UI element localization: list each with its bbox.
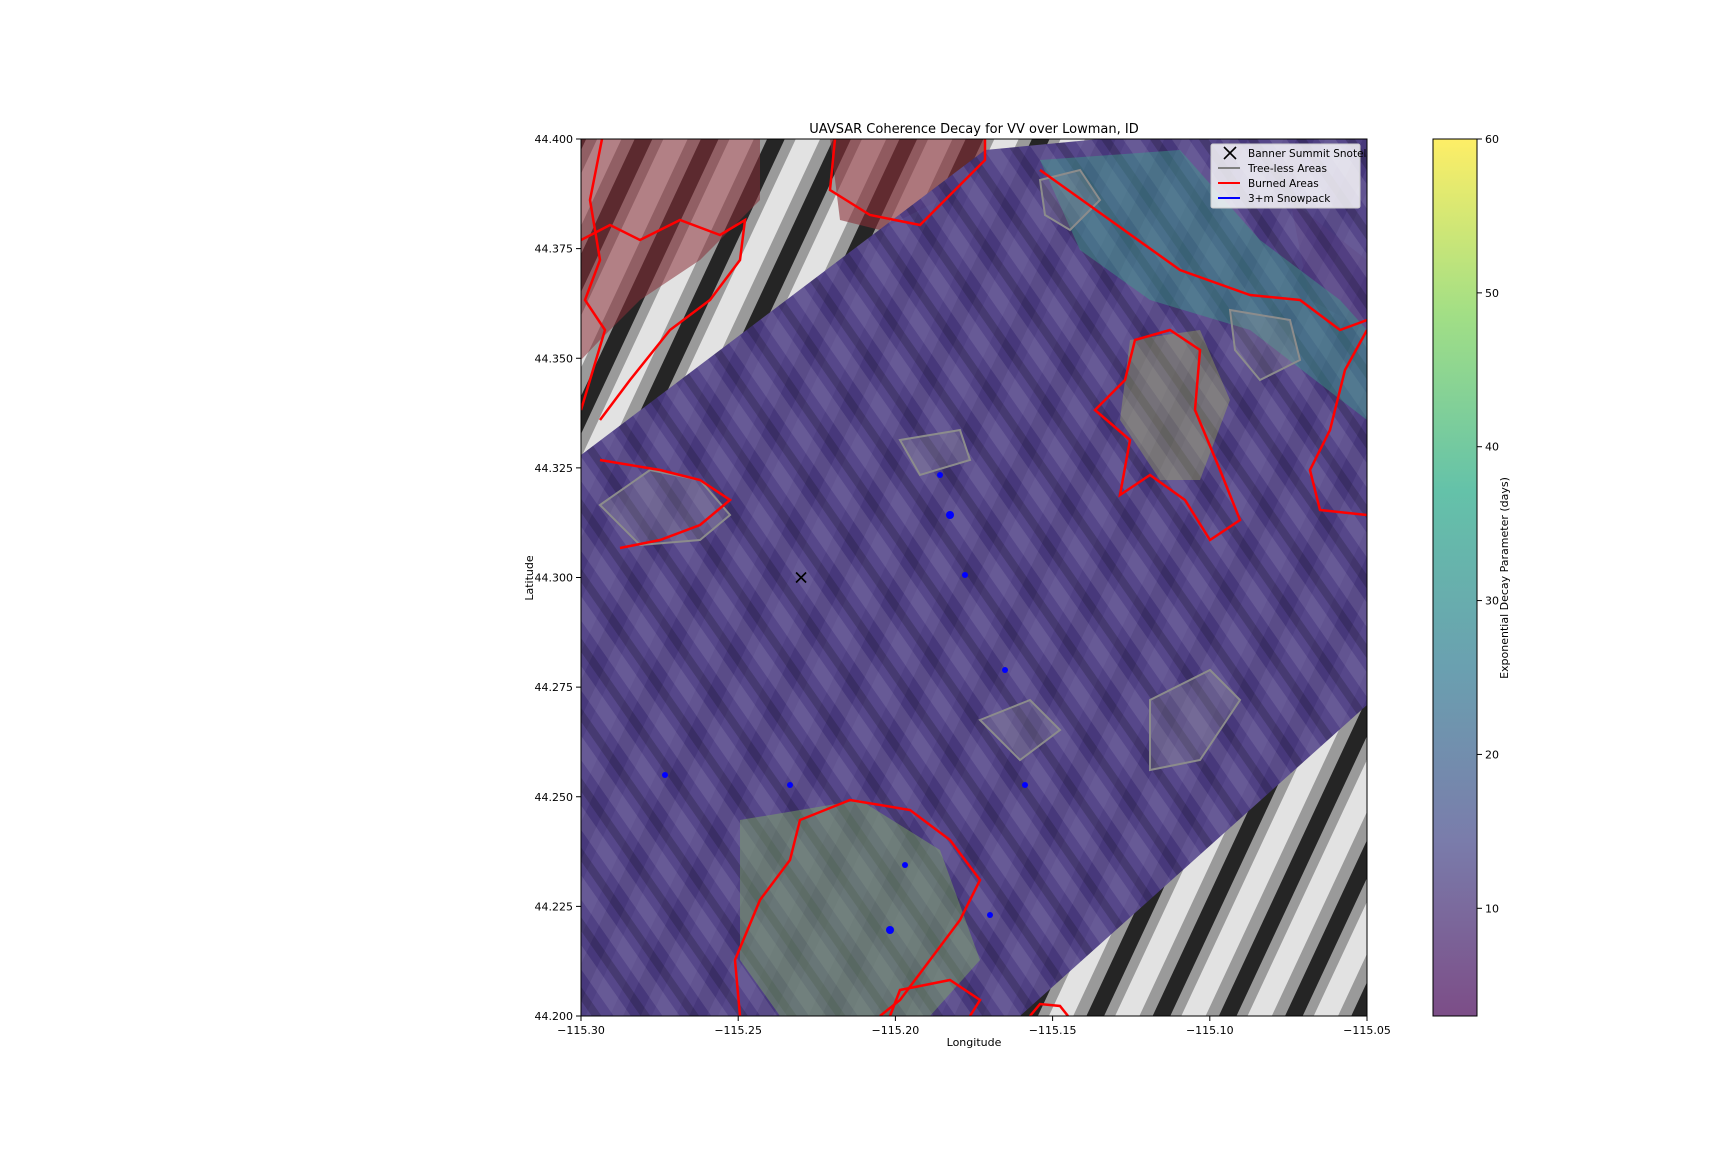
colorbar-tick-label: 30: [1485, 595, 1499, 608]
x-tick-label: −115.15: [1029, 1024, 1077, 1037]
x-tick-label: −115.25: [714, 1024, 762, 1037]
colorbar-tick-label: 40: [1485, 441, 1499, 454]
burned-area-boundary: [1093, 328, 1242, 542]
legend-label: Banner Summit Snotel: [1248, 148, 1366, 160]
swath-terrain-texture: [581, 139, 1367, 1016]
y-tick-label: 44.300: [535, 572, 574, 585]
legend-label: 3+m Snowpack: [1248, 193, 1331, 205]
treeless-area: [1149, 668, 1242, 772]
y-tick-label: 44.200: [535, 1010, 574, 1023]
snowpack-patch: [787, 782, 793, 788]
high-decay-zone-burn: [1120, 330, 1230, 480]
colorbar: Exponential Decay Parameter (days) 10 20 3…: [1432, 133, 1511, 1017]
x-tick-label: −115.05: [1343, 1024, 1391, 1037]
legend-box: [1210, 143, 1361, 209]
burned-area-boundary: [1029, 1002, 1069, 1016]
treeless-area: [978, 698, 1062, 762]
burn-tint-topleft: [581, 139, 760, 360]
y-tick-label: 44.400: [535, 133, 574, 146]
treeless-areas: [598, 168, 1302, 772]
legend-label: Tree-less Areas: [1247, 163, 1327, 175]
x-tick-label: −115.20: [872, 1024, 920, 1037]
colorbar-tick-label: 60: [1485, 133, 1499, 146]
snowpack-patch: [902, 862, 908, 868]
burn-tint-top: [830, 139, 985, 230]
high-decay-zone-north: [1040, 150, 1367, 420]
burned-area-boundary: [733, 798, 982, 1016]
colorbar-tick-label: 50: [1485, 287, 1499, 300]
x-tick-label: −115.30: [557, 1024, 605, 1037]
y-tick-label: 44.250: [535, 791, 574, 804]
burned-area-boundary: [581, 139, 607, 411]
treeless-area: [898, 428, 972, 477]
colorbar-frame: [1432, 138, 1478, 1017]
colorbar-gradient: [1433, 139, 1477, 1016]
snotel-x-stroke: [795, 571, 807, 584]
treeless-area: [1228, 308, 1302, 382]
burned-areas: [581, 139, 1367, 1016]
snowpack-patch: [946, 511, 954, 519]
colorbar-tick-label: 20: [1485, 748, 1499, 761]
burned-area-boundary: [888, 978, 982, 1016]
x-tick-label: −115.10: [1186, 1024, 1234, 1037]
snowpack-patch: [886, 926, 894, 934]
high-decay-zone-south: [740, 800, 980, 1016]
y-tick-label: 44.325: [535, 462, 574, 475]
y-tick-label: 44.275: [535, 681, 574, 694]
legend: Banner Summit Snotel Tree-less Areas Burne…: [1210, 143, 1366, 209]
colorbar-label: Exponential Decay Parameter (days): [1498, 477, 1511, 679]
snowpack-patch: [962, 572, 968, 578]
burned-area-boundary: [828, 139, 987, 227]
y-axis-label: Latitude: [523, 555, 536, 601]
y-tick-label: 44.225: [535, 900, 574, 913]
snowpack-patch: [662, 772, 668, 778]
x-axis-label: Longitude: [947, 1036, 1002, 1049]
burned-area-boundary: [1039, 168, 1367, 332]
chart-title: UAVSAR Coherence Decay for VV over Lowma…: [809, 122, 1138, 137]
legend-marker-x: [1223, 146, 1237, 160]
burned-area-boundary: [1308, 329, 1367, 517]
y-tick-label: 44.350: [535, 352, 574, 365]
y-axis-ticks: 44.200 44.225 44.250 44.275 44.300 44.325 44.3…: [535, 133, 581, 1023]
y-tick-label: 44.375: [535, 243, 574, 256]
snowpack-patch: [987, 912, 993, 918]
snotel-marker: [795, 571, 807, 584]
burned-area-boundary: [581, 217, 747, 421]
snowpack-areas: [662, 472, 1028, 934]
burned-area-boundary: [599, 458, 733, 550]
snowpack-patch: [1002, 667, 1008, 673]
x-axis-ticks: −115.30 −115.25 −115.20 −115.15 −115.10 −115.…: [557, 1016, 1391, 1037]
snowpack-patch: [1022, 782, 1028, 788]
colorbar-tick-label: 10: [1485, 902, 1499, 915]
legend-label: Burned Areas: [1248, 178, 1319, 190]
snowpack-patch: [937, 472, 943, 478]
map-area: [581, 139, 1367, 1016]
treeless-area: [1038, 168, 1102, 232]
